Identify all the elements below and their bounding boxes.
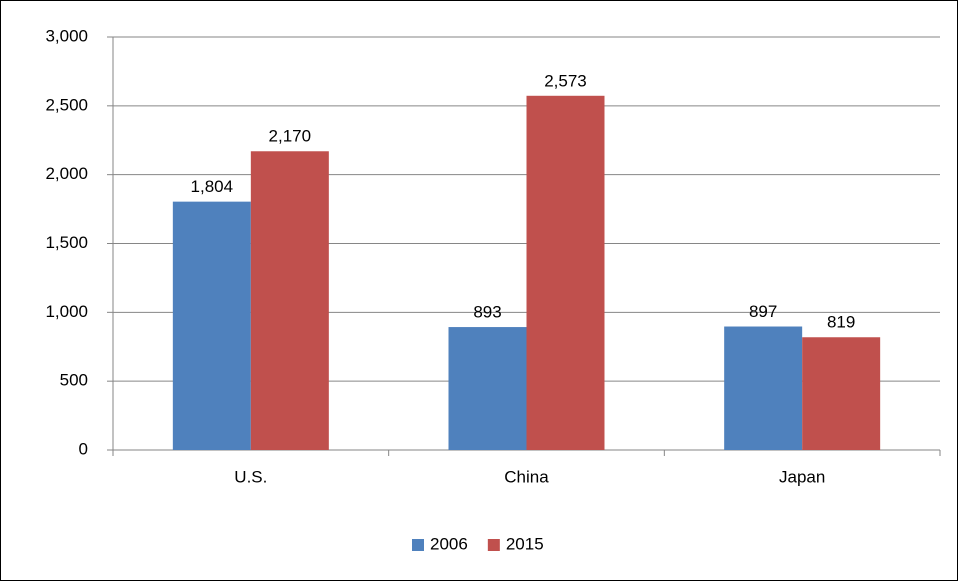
bar — [724, 326, 803, 450]
legend-swatch — [487, 539, 500, 551]
x-tick-label: U.S. — [234, 467, 267, 486]
legend-label: 2006 — [430, 534, 468, 553]
bar — [172, 201, 251, 450]
data-label: 1,804 — [191, 177, 234, 196]
legend-label: 2015 — [506, 534, 544, 553]
y-tick-label: 1,500 — [45, 233, 88, 252]
bar — [250, 151, 329, 450]
legend-swatch — [412, 539, 424, 551]
y-tick-label: 0 — [79, 439, 88, 458]
x-tick-label: Japan — [779, 467, 825, 486]
y-tick-label: 2,500 — [45, 95, 88, 114]
data-label: 897 — [749, 302, 777, 321]
y-tick-label: 500 — [60, 371, 88, 390]
data-label: 893 — [473, 303, 501, 322]
data-label: 2,573 — [544, 71, 587, 90]
bar — [526, 95, 605, 451]
y-tick-label: 2,000 — [45, 164, 88, 183]
y-tick-label: 3,000 — [45, 26, 88, 45]
bar — [802, 337, 881, 450]
y-tick-label: 1,000 — [45, 302, 88, 321]
x-tick-label: China — [504, 467, 549, 486]
data-label: 2,170 — [269, 127, 312, 146]
data-label: 819 — [827, 313, 855, 332]
bar — [448, 327, 527, 450]
